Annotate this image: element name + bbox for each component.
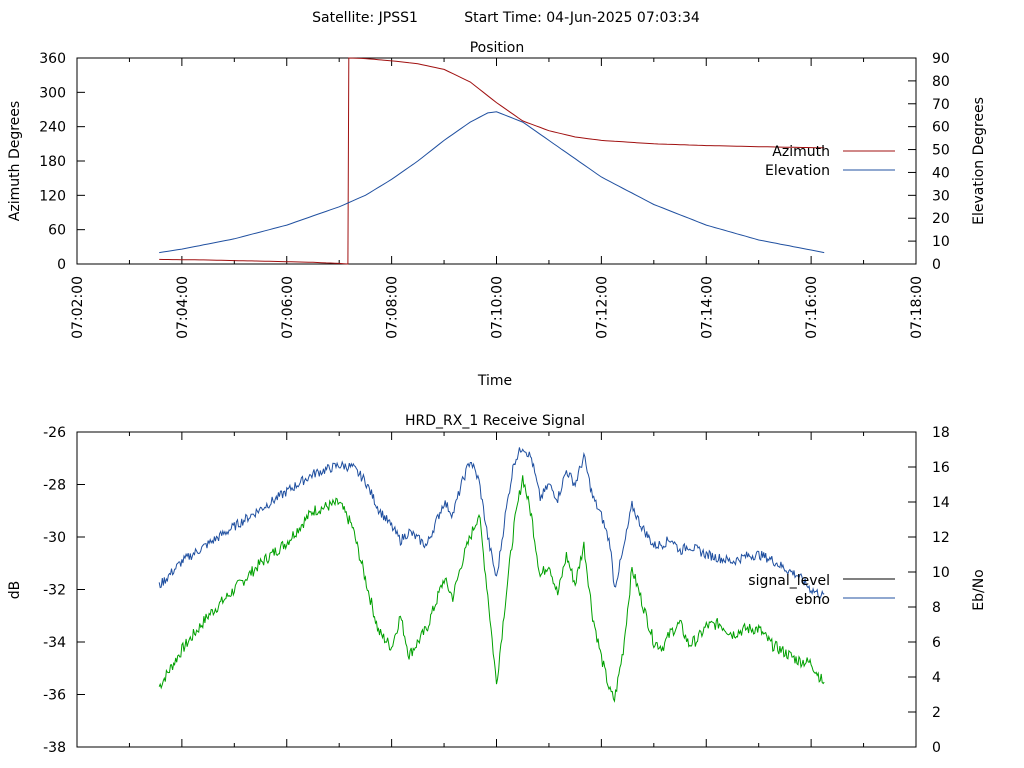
y-tick-label: 120 [39, 188, 66, 204]
y-tick-label: -28 [43, 478, 66, 494]
y-tick-label: -36 [43, 688, 66, 704]
signal-y2-axis-label: Eb/No [971, 569, 987, 611]
signal-y-axis: -26 -28 -30 -32 -34 -36 -38 [43, 425, 85, 756]
position-y2-axis: 0 10 20 30 40 50 60 70 80 90 [908, 51, 950, 273]
y2-tick-label: 40 [932, 165, 950, 181]
y-tick-label: -26 [43, 425, 66, 441]
y2-tick-label: 16 [932, 460, 950, 476]
position-y2-axis-label: Elevation Degrees [971, 97, 987, 225]
y2-tick-label: 10 [932, 234, 950, 250]
y-tick-label: 300 [39, 85, 66, 101]
signal-plot-frame [76, 431, 917, 748]
position-legend: Azimuth Elevation [765, 144, 895, 179]
y-tick-label: 180 [39, 154, 66, 170]
position-plot-frame [76, 57, 917, 265]
x-tick-label: 07:06:00 [280, 276, 296, 339]
signal-legend: signal_level ebno [748, 573, 895, 608]
y2-tick-label: 20 [932, 211, 950, 227]
y2-tick-label: 80 [932, 74, 950, 90]
y2-tick-label: 4 [932, 670, 941, 686]
y2-tick-label: 50 [932, 143, 950, 159]
signal-level-series-line [158, 475, 825, 703]
y2-tick-label: 70 [932, 97, 950, 113]
legend-signal-level-label: signal_level [748, 573, 830, 589]
azimuth-series-line [159, 57, 825, 265]
x-tick-label: 07:10:00 [490, 276, 506, 339]
signal-x-axis [76, 432, 917, 747]
legend-elevation-label: Elevation [765, 163, 830, 179]
y2-tick-label: 30 [932, 188, 950, 204]
y-tick-label: 360 [39, 51, 66, 67]
legend-azimuth-label: Azimuth [772, 144, 830, 160]
position-y-axis-label: Azimuth Degrees [7, 101, 23, 221]
position-title: Position [470, 40, 525, 56]
elevation-series-line [159, 111, 825, 254]
y-tick-label: -34 [43, 635, 66, 651]
legend-ebno-label: ebno [795, 592, 830, 608]
x-tick-label: 07:18:00 [909, 276, 925, 339]
x-tick-label: 07:12:00 [594, 276, 610, 339]
x-tick-label: 07:02:00 [70, 276, 86, 339]
y-tick-label: -30 [43, 530, 66, 546]
x-tick-label: 07:16:00 [804, 276, 820, 339]
position-chart: Position 0 60 120 180 240 300 360 0 10 20 30 40 50 6… [7, 40, 987, 389]
page-header: Satellite: JPSS1 Start Time: 04-Jun-2025… [312, 10, 700, 26]
x-tick-label: 07:04:00 [175, 276, 191, 339]
x-tick-label: 07:14:00 [699, 276, 715, 339]
signal-y2-axis: 0 2 4 6 8 10 12 14 16 18 [908, 425, 950, 756]
signal-title: HRD_RX_1 Receive Signal [405, 413, 585, 429]
ebno-series-line [158, 447, 825, 599]
y-tick-label: 0 [57, 257, 66, 273]
position-x-axis-label: Time [477, 373, 512, 389]
x-tick-label: 07:08:00 [385, 276, 401, 339]
y2-tick-label: 60 [932, 120, 950, 136]
y2-tick-label: 14 [932, 495, 950, 511]
signal-chart: HRD_RX_1 Receive Signal -26-28-30-32-34-… [7, 413, 987, 756]
y2-tick-label: 10 [932, 565, 950, 581]
y2-tick-label: 0 [932, 740, 941, 756]
y-tick-label: -32 [43, 583, 66, 599]
y2-tick-label: 2 [932, 705, 941, 721]
y2-tick-label: 8 [932, 600, 941, 616]
start-time-label: Start Time: 04-Jun-2025 07:03:34 [464, 10, 700, 26]
y2-tick-label: 6 [932, 635, 941, 651]
satellite-label: Satellite: JPSS1 [312, 10, 418, 26]
position-y-axis: 0 60 120 180 240 300 360 [39, 51, 85, 273]
y-tick-label: 240 [39, 120, 66, 136]
y2-tick-label: 12 [932, 530, 950, 546]
position-x-axis: 07:02:00 07:04:00 07:06:00 07:08:00 07:10:00… [70, 58, 925, 339]
y2-tick-label: 18 [932, 425, 950, 441]
y2-tick-label: 0 [932, 257, 941, 273]
y-tick-label: 60 [48, 223, 66, 239]
signal-y-axis-label: dB [7, 581, 23, 600]
y2-tick-label: 90 [932, 51, 950, 67]
y-tick-label: -38 [43, 740, 66, 756]
